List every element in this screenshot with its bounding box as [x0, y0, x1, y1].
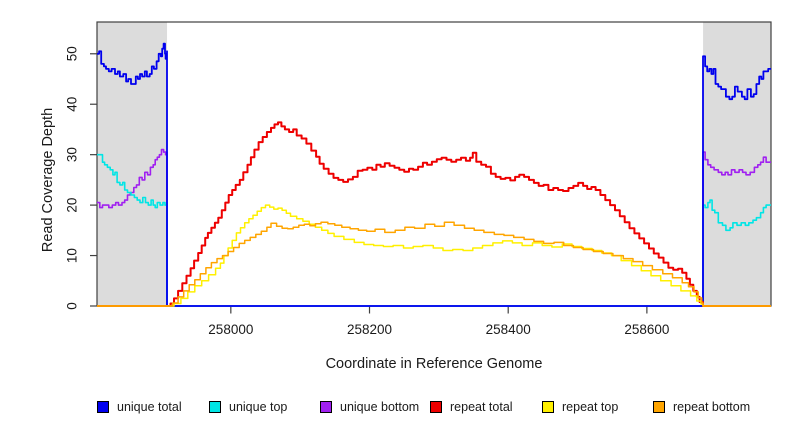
y-tick-label: 40	[65, 97, 80, 112]
series-line-repeat_bottom	[97, 221, 771, 307]
legend-swatch-repeat_total	[430, 401, 442, 413]
legend-item-unique_bottom: unique bottom	[320, 400, 419, 414]
y-tick-label: 10	[65, 248, 80, 263]
legend-label-repeat_total: repeat total	[450, 400, 513, 414]
legend-item-repeat_bottom: repeat bottom	[653, 400, 750, 414]
legend-swatch-repeat_bottom	[653, 401, 665, 413]
y-tick-label: 20	[65, 198, 80, 213]
series-line-unique_bottom	[97, 148, 771, 307]
legend-label-unique_top: unique top	[229, 400, 288, 414]
legend-item-repeat_total: repeat total	[430, 400, 513, 414]
x-tick-label: 258400	[486, 322, 531, 337]
plot-box	[96, 21, 772, 307]
x-axis-title: Coordinate in Reference Genome	[325, 356, 543, 372]
series-line-repeat_total	[97, 121, 771, 307]
series-line-unique_top	[97, 153, 771, 307]
legend-swatch-repeat_top	[542, 401, 554, 413]
legend-label-unique_bottom: unique bottom	[340, 400, 420, 414]
legend-swatch-unique_bottom	[320, 401, 332, 413]
x-tick-label: 258200	[347, 322, 392, 337]
y-tick-label: 0	[65, 302, 80, 310]
legend-item-unique_total: unique total	[97, 400, 182, 414]
y-axis-title: Read Coverage Depth	[40, 107, 56, 253]
legend-swatch-unique_total	[97, 401, 109, 413]
y-tick-label: 50	[65, 46, 80, 61]
legend-item-unique_top: unique top	[209, 400, 287, 414]
x-tick-label: 258600	[624, 322, 669, 337]
legend-label-unique_total: unique total	[117, 400, 182, 414]
x-tick-label: 258000	[208, 322, 253, 337]
legend-label-repeat_top: repeat top	[562, 400, 619, 414]
y-tick-label: 30	[65, 147, 80, 162]
legend-swatch-unique_top	[209, 401, 221, 413]
legend-item-repeat_top: repeat top	[542, 400, 618, 414]
series-line-unique_total	[97, 42, 771, 307]
legend-label-repeat_bottom: repeat bottom	[673, 400, 751, 414]
